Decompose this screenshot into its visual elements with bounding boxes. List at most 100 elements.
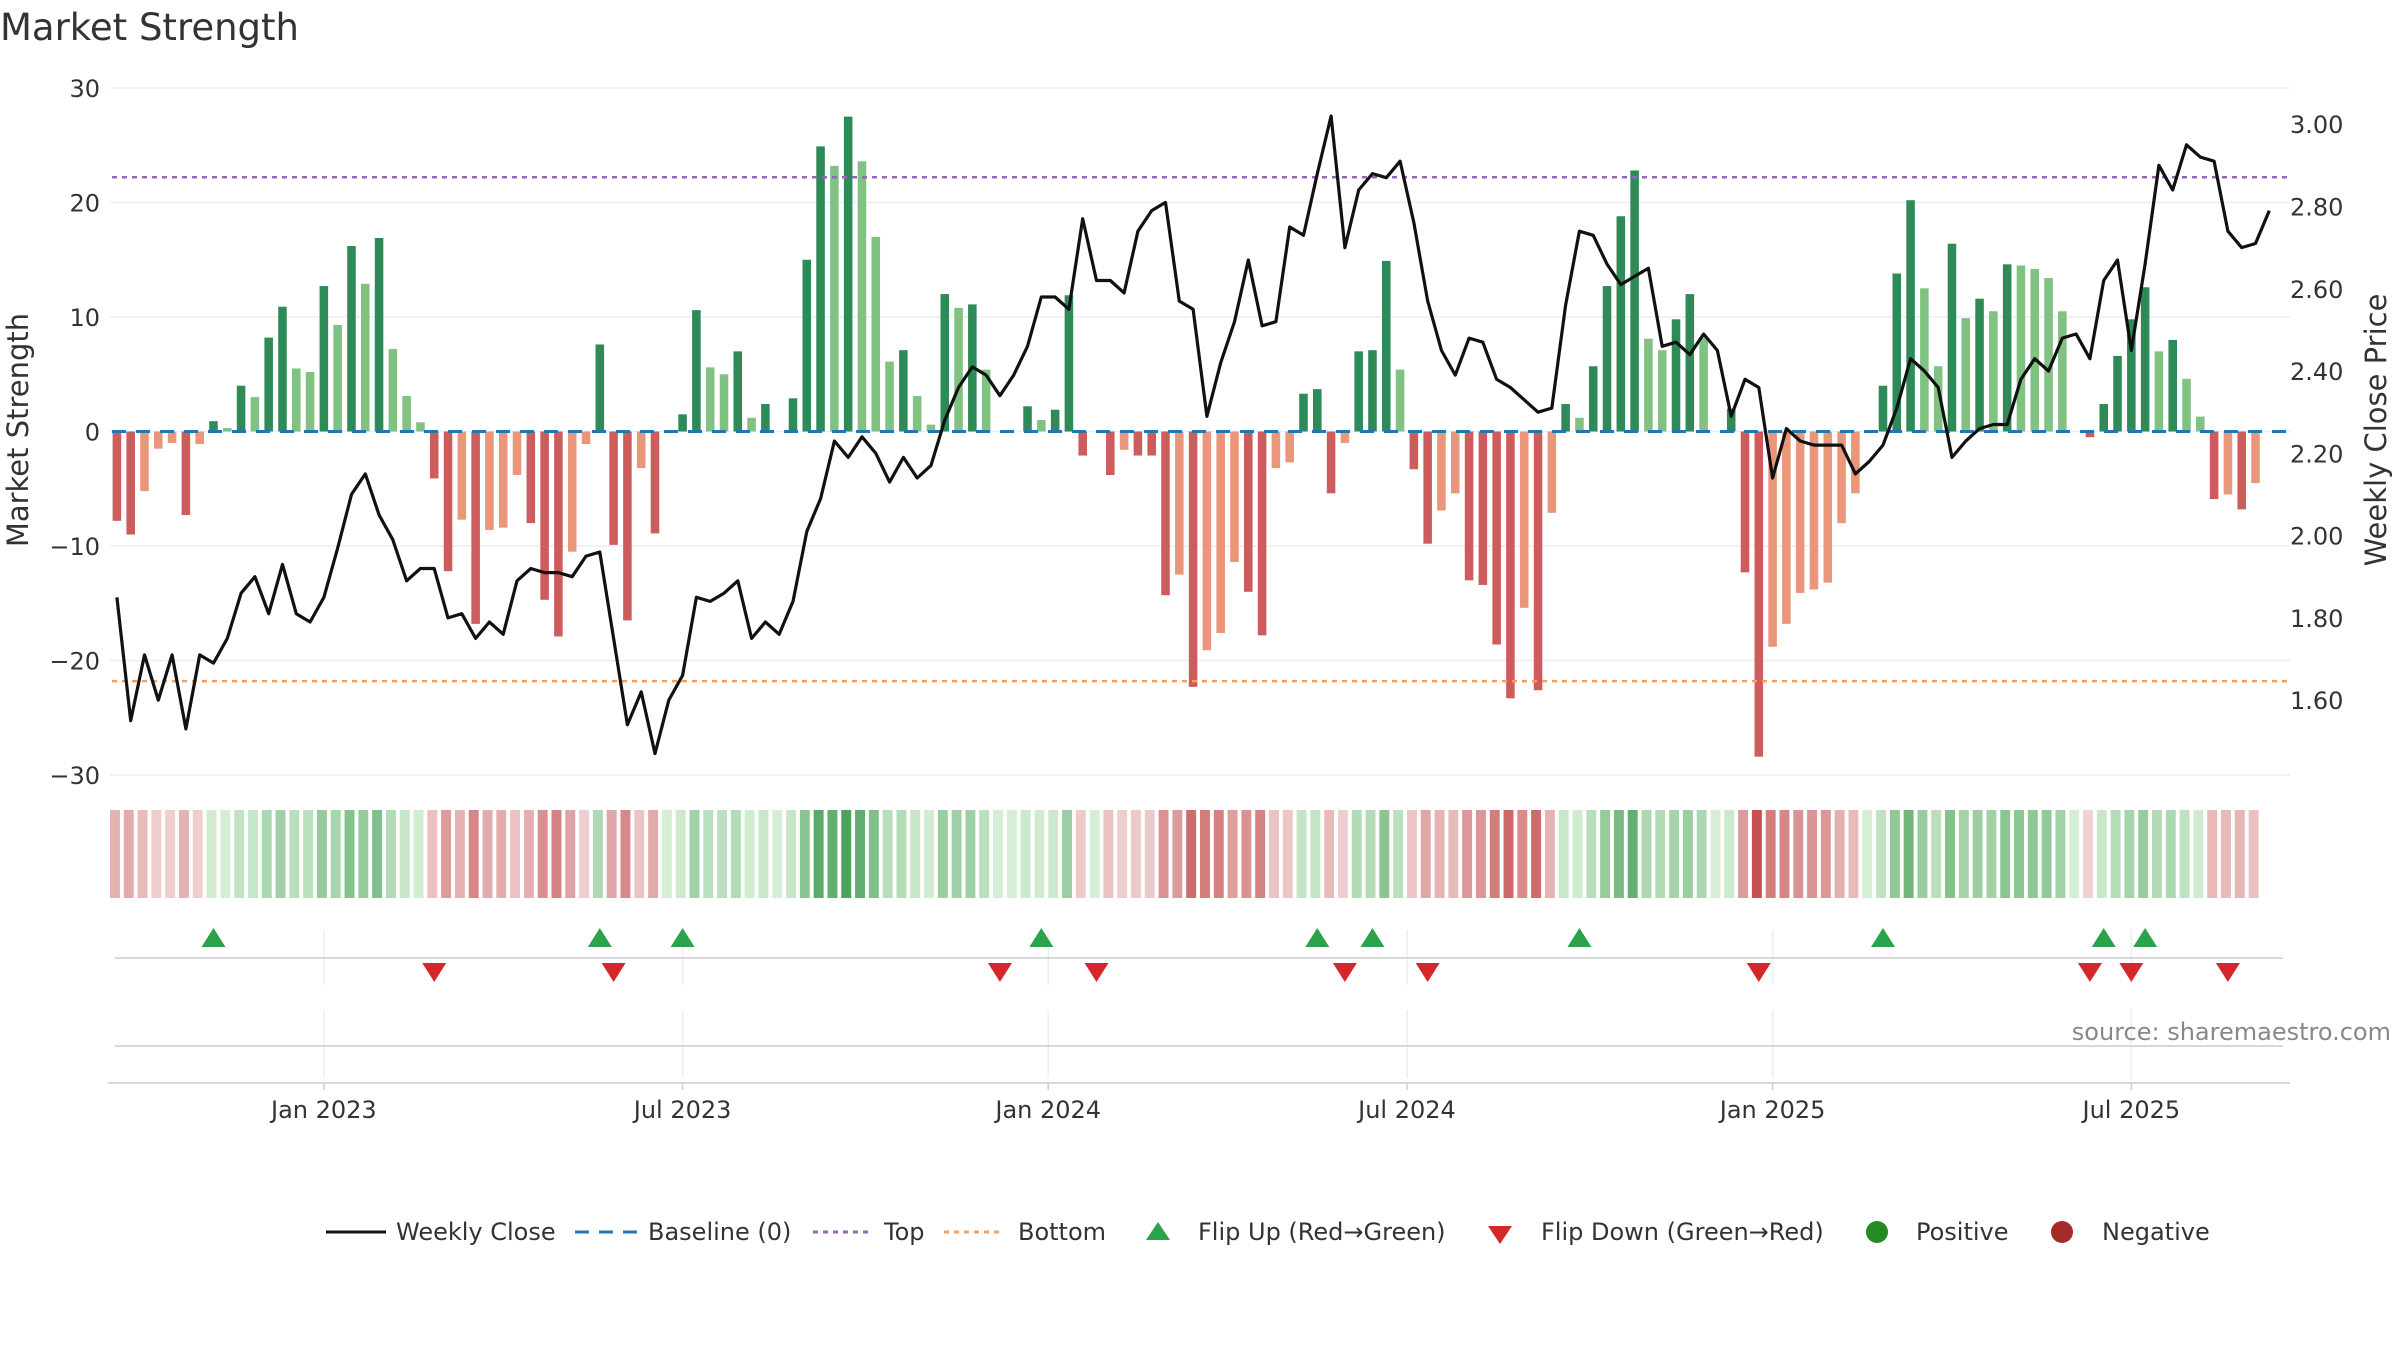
flip-up-marker	[1360, 928, 1385, 947]
heat-cell	[1282, 810, 1293, 898]
y2-tick-label: 2.40	[2290, 358, 2343, 386]
heat-cell	[427, 810, 438, 898]
strength-bar	[1561, 404, 1570, 432]
strength-bar	[1023, 406, 1032, 432]
strength-bar	[1630, 170, 1639, 432]
strength-bar	[857, 161, 867, 432]
heat-cell	[1931, 810, 1942, 898]
y-axis-label: Market Strength	[1, 313, 35, 547]
strength-bar	[1230, 431, 1239, 563]
heat-cell	[2014, 810, 2024, 898]
heat-cell	[1765, 810, 1776, 898]
heat-cell	[510, 810, 521, 898]
flip-up-marker	[1567, 928, 1592, 947]
heat-cell	[2069, 810, 2080, 898]
heat-cell	[1889, 810, 1900, 898]
heat-cell	[1393, 810, 1404, 898]
y2-tick-label: 3.00	[2290, 111, 2343, 139]
y2-tick-label: 2.00	[2290, 523, 2343, 551]
heat-cell	[1876, 810, 1887, 898]
x-tick-label: Jul 2023	[632, 1096, 732, 1124]
strength-bar	[1299, 393, 1308, 432]
flip-up-marker	[2091, 928, 2116, 947]
strength-bar	[236, 385, 246, 432]
heat-cell	[1641, 810, 1652, 898]
strength-bar	[333, 325, 342, 432]
strength-bar	[1119, 431, 1129, 450]
y-tick-label: 20	[69, 190, 100, 218]
strength-bar	[2223, 431, 2233, 495]
strength-bar	[1313, 389, 1322, 432]
heat-cell	[1213, 810, 1224, 898]
strength-bar	[388, 349, 398, 432]
strength-bar	[843, 116, 853, 432]
strength-bar	[416, 422, 425, 432]
strength-bar	[167, 431, 177, 443]
heat-cell	[758, 810, 769, 898]
strength-bar	[1216, 431, 1225, 634]
axes: 30 20 10 0 −10 −20 −30 3.00 2.80 2.60 2.40 2.20 2.00…	[49, 75, 2343, 1124]
heat-cell	[1089, 810, 1100, 898]
strength-bar	[1920, 288, 1929, 432]
strength-bar	[1533, 431, 1543, 691]
heat-cell	[385, 810, 396, 898]
heat-cell	[1434, 810, 1445, 898]
strength-bar	[471, 431, 480, 624]
heat-cell	[1448, 810, 1459, 898]
y2-tick-label: 2.20	[2290, 440, 2343, 468]
flip-up-marker	[1029, 928, 1054, 947]
strength-bar	[429, 431, 439, 479]
flip-down-marker	[1746, 963, 1771, 982]
heat-cell	[1820, 810, 1831, 898]
heat-cell	[592, 810, 603, 898]
strength-bar	[636, 431, 646, 469]
legend-flip-up-label: Flip Up (Red→Green)	[1198, 1218, 1446, 1246]
heat-cell	[703, 810, 714, 898]
strength-bar	[1354, 351, 1363, 432]
strength-bar	[250, 397, 260, 432]
flip-up-marker	[1305, 928, 1330, 947]
heat-cell	[441, 810, 452, 898]
heat-cell	[606, 810, 617, 898]
strength-bar	[830, 165, 839, 432]
strength-bar	[2030, 268, 2040, 432]
heat-cell	[1738, 810, 1749, 898]
heat-cell	[1379, 810, 1390, 898]
heat-cell	[1296, 810, 1307, 898]
strength-bar	[926, 424, 936, 432]
heat-cell	[937, 810, 948, 898]
y-tick-label: −10	[49, 533, 100, 561]
heat-cell	[1420, 810, 1431, 898]
heat-cell	[1255, 810, 1266, 898]
strength-bar	[1933, 366, 1943, 432]
heat-cell	[1172, 810, 1183, 898]
heat-cell	[372, 810, 383, 898]
heat-cell	[827, 810, 838, 898]
strength-bar	[2209, 431, 2219, 500]
x-tick-label: Jan 2024	[993, 1096, 1101, 1124]
strength-bar	[1506, 431, 1515, 699]
flip-up-marker	[201, 928, 226, 947]
strength-bar	[1271, 431, 1281, 469]
strength-bar	[485, 431, 494, 530]
strength-bar	[291, 368, 301, 432]
heat-cell	[1986, 810, 1997, 898]
heat-cell	[1006, 810, 1017, 898]
strength-bar	[1340, 431, 1350, 443]
strength-bar	[1037, 420, 1046, 432]
heat-cell	[868, 810, 879, 898]
strength-bar	[1616, 216, 1626, 432]
heat-cell	[1793, 810, 1804, 898]
heat-cell	[344, 810, 355, 898]
x-tick-label: Jan 2023	[269, 1096, 377, 1124]
strength-bar	[650, 431, 660, 534]
strength-bar	[1782, 431, 1791, 624]
strength-bar	[1947, 243, 1957, 432]
strength-bar	[1878, 385, 1888, 432]
heat-cell	[330, 810, 341, 898]
heat-cell	[537, 810, 548, 898]
heat-cell	[261, 810, 272, 898]
flip-up-marker	[670, 928, 695, 947]
heat-cell	[137, 810, 148, 898]
heat-cell	[1558, 810, 1569, 898]
